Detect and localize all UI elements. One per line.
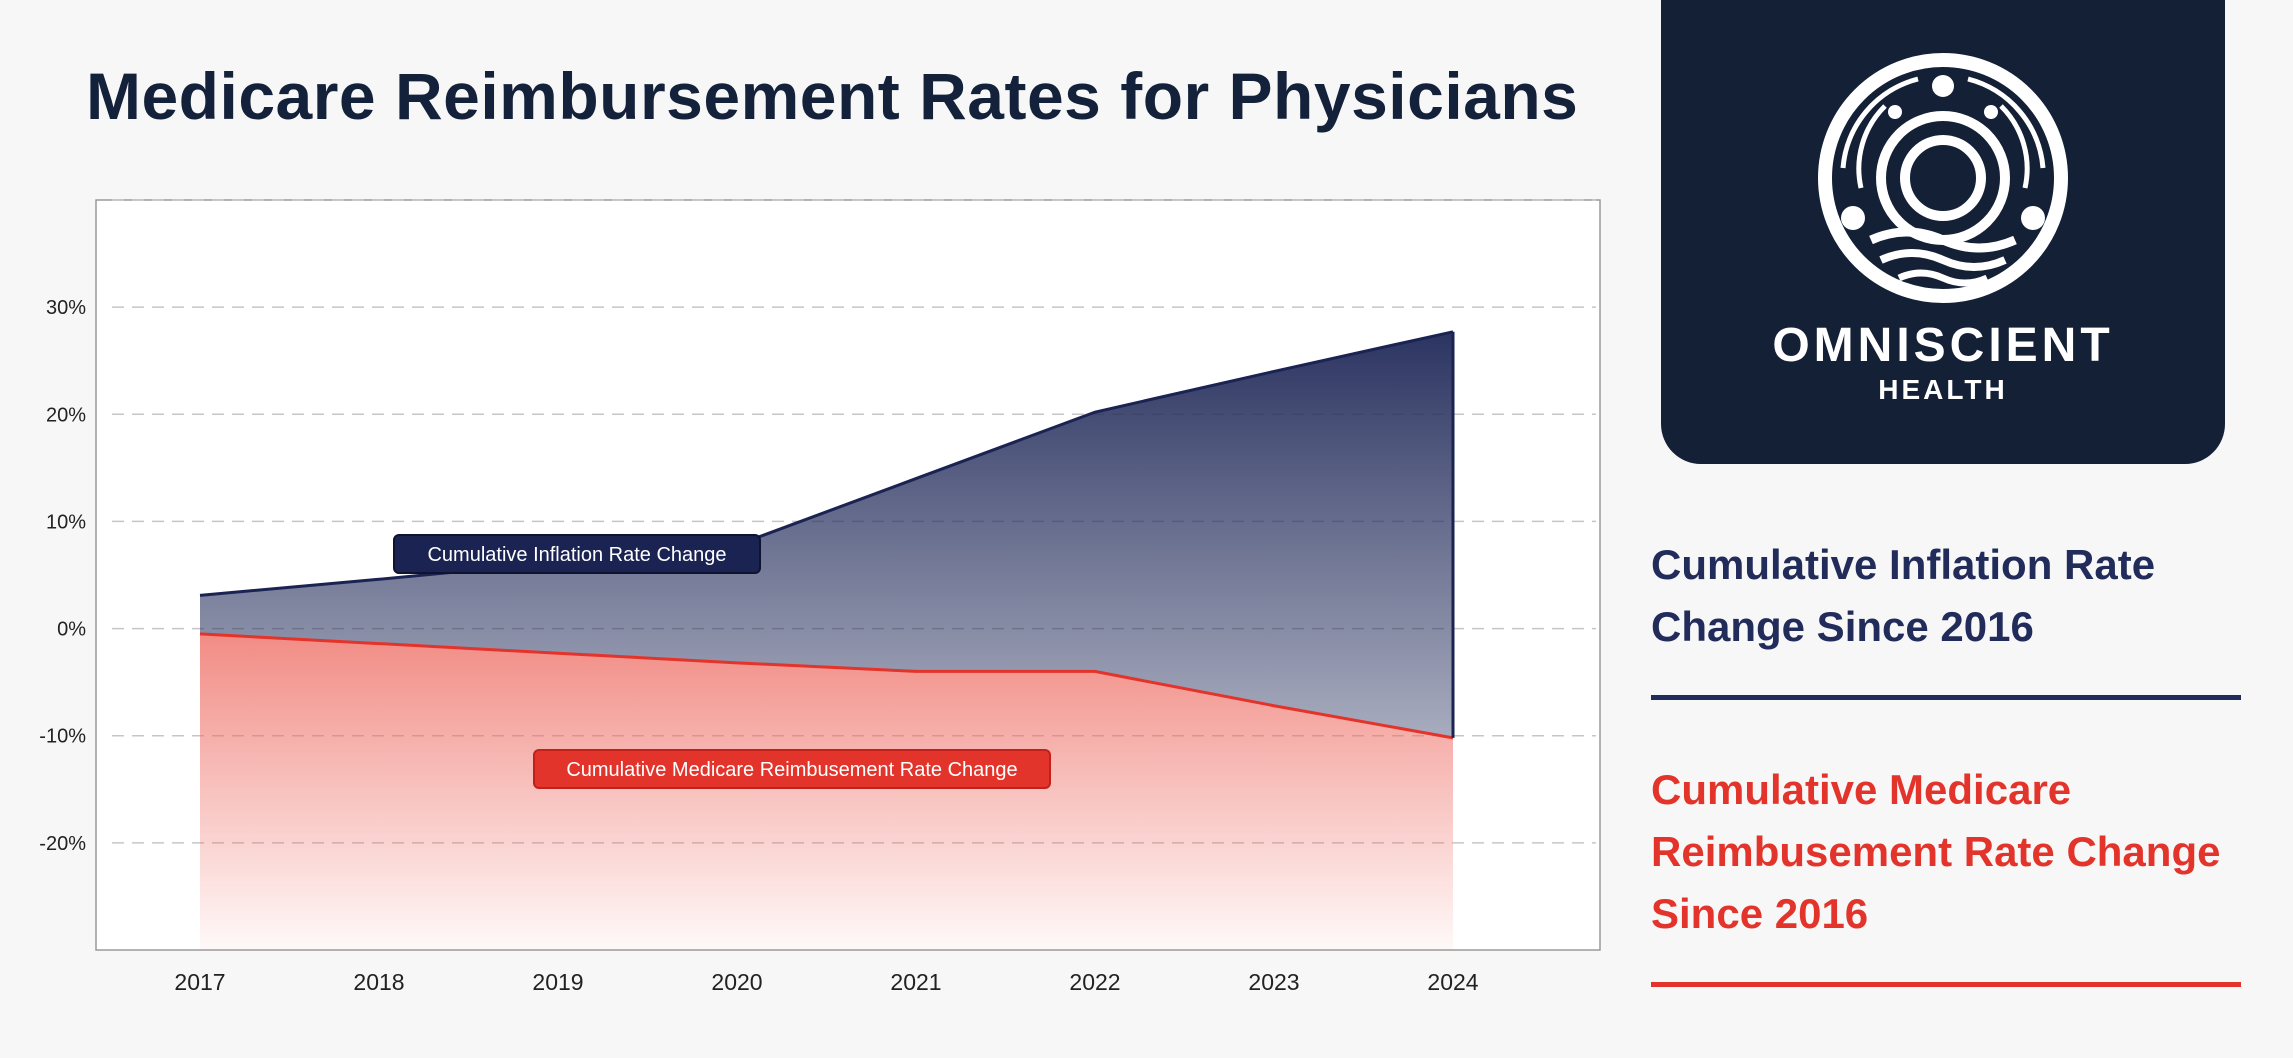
medicare-series-label: Cumulative Medicare Reimbusement Rate Ch… [533,749,1051,789]
inflation-series-label-text: Cumulative Inflation Rate Change [427,544,726,566]
x-tick-label: 2018 [353,969,404,995]
brand-logo-card: OMNISCIENT HEALTH [1661,0,2225,464]
brand-name: OMNISCIENT [1772,319,2114,372]
medicare-series-label-text: Cumulative Medicare Reimbusement Rate Ch… [566,759,1017,781]
medicare-line [199,632,1454,740]
legend-inflation-rule [1651,695,2241,700]
inflation-series-label: Cumulative Inflation Rate Change [393,534,761,574]
x-tick-label: 2020 [711,969,762,995]
y-tick-label: 20% [46,404,86,426]
legend-inflation: Cumulative Inflation Rate Change Since 2… [1651,541,2156,650]
x-tick-label: 2023 [1248,969,1299,995]
omniscient-health-logo-icon [1818,53,2068,303]
y-tick-label: 0% [57,619,86,641]
y-tick-label: -20% [39,833,86,855]
inflation-line [199,330,1454,597]
y-axis-ticks: -20% -10% 0% 10% 20% 30% [39,297,86,855]
x-axis-ticks: 2017 2018 2019 2020 2021 2022 2023 2024 [174,969,1478,995]
inflation-area [200,331,1453,738]
x-tick-label: 2022 [1069,969,1120,995]
x-tick-label: 2017 [174,969,225,995]
x-tick-label: 2019 [532,969,583,995]
y-tick-label: -10% [39,726,86,748]
y-tick-label: 30% [46,297,86,319]
brand-subtitle: HEALTH [1878,374,2008,405]
x-tick-label: 2021 [890,969,941,995]
y-tick-label: 10% [46,511,86,533]
x-tick-label: 2024 [1427,969,1478,995]
medicare-area [200,633,1453,950]
area-chart: -20% -10% 0% 10% 20% 30% 2017 2018 2019 2020 2021… [39,199,1601,995]
legend-medicare: Cumulative Medicare Reimbusement Rate Ch… [1651,766,2221,937]
page-title: Medicare Reimbursement Rates for Physici… [86,59,1579,133]
legend-medicare-rule [1651,982,2241,987]
